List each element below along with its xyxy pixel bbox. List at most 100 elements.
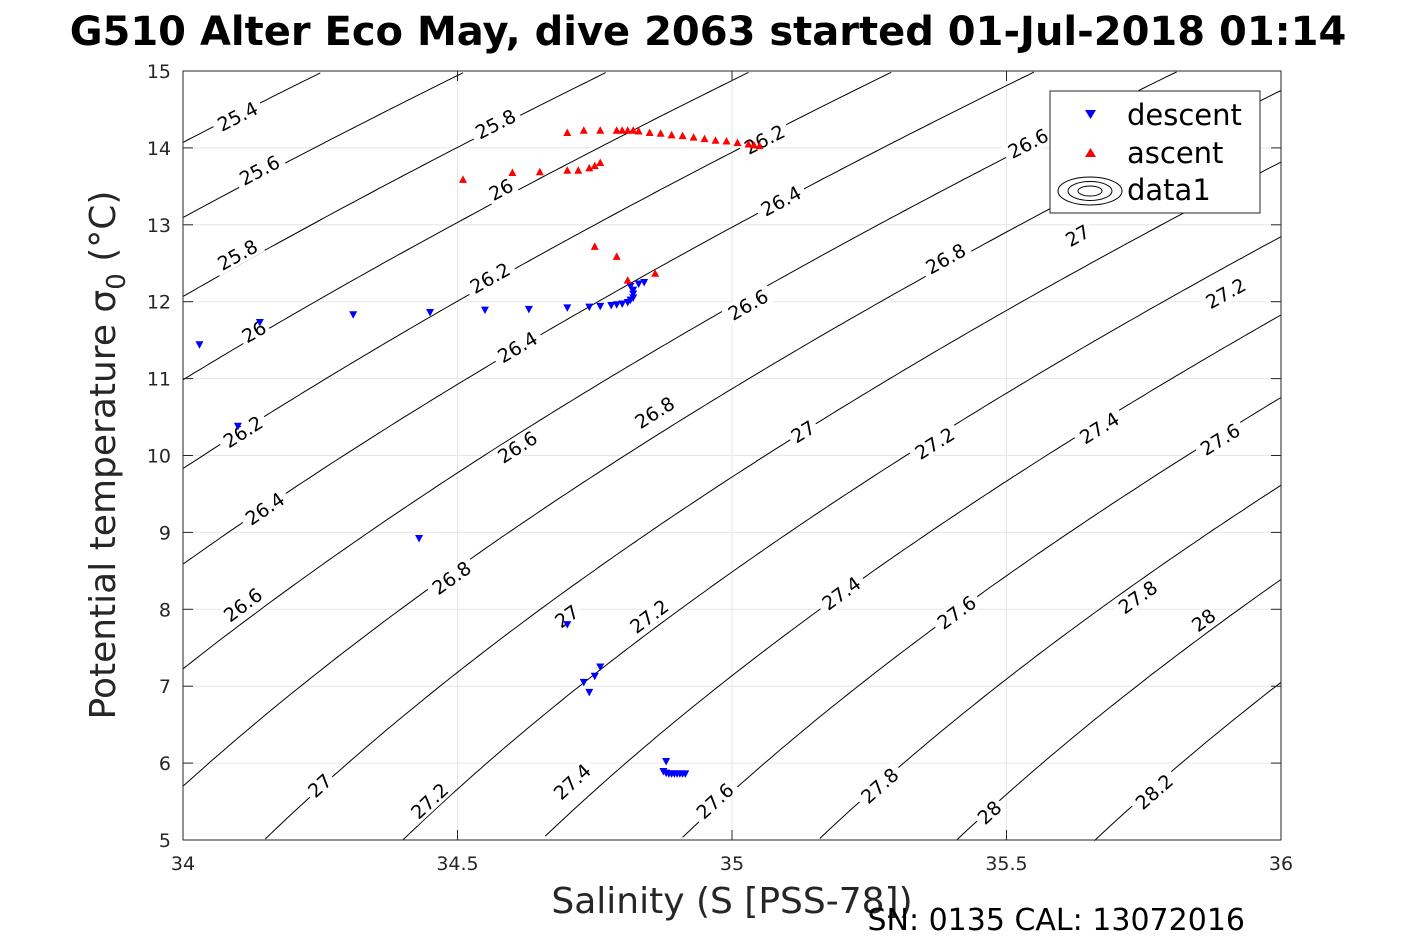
contour-label-background [237,485,292,532]
contour-line [182,71,749,381]
contour-label-background [216,581,270,629]
x-tick-label: 34.5 [436,853,478,875]
x-tick-label: 34 [171,853,195,875]
descent-point [426,308,435,317]
axis-ticks: 34 34.5 35 35.5 36 5 6 7 8 9 10 11 12 13 14 15 [147,61,1293,875]
y-tick-label: 10 [147,446,171,468]
contour-label-background [971,794,1008,830]
ascent-point [535,167,544,176]
y-axis-label-subscript: 0 [102,273,132,290]
descent-point [626,282,635,291]
contour-line [544,314,1282,837]
ascent-point [711,136,720,144]
ascent-point [733,138,742,147]
ascent-point [629,126,638,134]
contour-label-background [301,767,338,803]
y-tick-label: 15 [147,61,171,83]
ascent-point [574,166,583,174]
ascent-point [590,242,599,250]
contour-line [402,236,1282,841]
contour-line [956,579,1282,840]
ascent-point [596,158,605,167]
ascent-point [656,129,665,137]
contour-label: 27 [784,415,821,448]
contour-label-background [907,420,962,466]
descent-point [480,306,489,315]
descent-point [590,672,599,681]
ascent-point [700,134,709,143]
descent-point [681,770,690,778]
ascent-point [590,161,599,170]
descent-point [255,318,264,327]
chart-title: G510 Alter Eco May, dive 2063 started 01… [70,9,1347,55]
ascent-point [563,128,572,137]
y-tick-label: 9 [159,522,171,544]
contour-label-background [403,775,456,826]
legend-data1-label: data1 [1127,173,1211,207]
ascent-point [755,141,764,150]
contour-label-background [753,179,809,222]
descent-point [195,341,204,349]
descent-point [585,303,594,312]
contour-label-background [482,173,519,206]
ascent-point [634,126,643,135]
contour-label-background [490,424,545,470]
ascent-point [667,130,676,139]
y-tick-label: 7 [159,676,171,698]
descent-point [415,535,424,543]
descent-point [563,621,572,629]
contour-label-background [1127,766,1181,817]
y-tick-label: 13 [147,215,171,237]
descent-point [612,301,621,309]
contour-label-background [1059,219,1096,252]
x-tick-label: 35 [720,853,744,875]
descent-point [596,663,605,671]
ascent-point [508,168,517,177]
ascent-point [744,140,753,148]
ascent-point [563,166,572,174]
ascent-point [618,126,627,134]
y-tick-label: 6 [159,753,171,775]
descent-point [585,688,594,697]
contour-label-background [209,95,266,137]
ascent-point [612,252,621,260]
contour-label-background [1110,573,1165,621]
descent-series [195,278,690,778]
ascent-point [651,269,660,277]
legend-box [1049,90,1261,214]
ascent-point [689,133,698,141]
gridlines [183,71,1281,840]
contour-label-background [548,599,585,634]
y-tick-label: 8 [159,599,171,621]
contour-label-background [231,149,288,192]
contour-label-background [1185,603,1222,637]
ascent-point [645,128,654,137]
legend-descent-marker [1085,110,1096,119]
contour-line [1093,681,1282,842]
y-tick-label: 12 [147,292,171,314]
contour-label-background [1000,122,1056,164]
legend-descent-label: descent [1127,98,1242,132]
descent-point [524,305,533,314]
contour-line [182,71,1035,565]
contour-label-background [546,756,599,807]
y-tick-label: 14 [147,138,171,160]
legend: descent ascent data1 [1049,90,1261,214]
y-tick-label: 5 [159,830,171,852]
contour-label-background [424,554,479,601]
ascent-point [596,126,605,134]
contour-label-background [853,760,906,811]
y-axis-label-unit: (°C) [83,191,124,262]
contour-line [264,161,1282,840]
legend-contour-icon [1057,176,1123,206]
ascent-point [623,126,632,134]
legend-ascent-label: ascent [1127,136,1223,170]
descent-point [563,304,572,312]
ascent-point [579,126,588,134]
x-tick-label: 35.5 [985,853,1027,875]
descent-point [607,302,616,310]
contour-label-background [736,118,793,161]
contour-label-background [1192,417,1248,462]
contour-label-background [467,103,524,145]
